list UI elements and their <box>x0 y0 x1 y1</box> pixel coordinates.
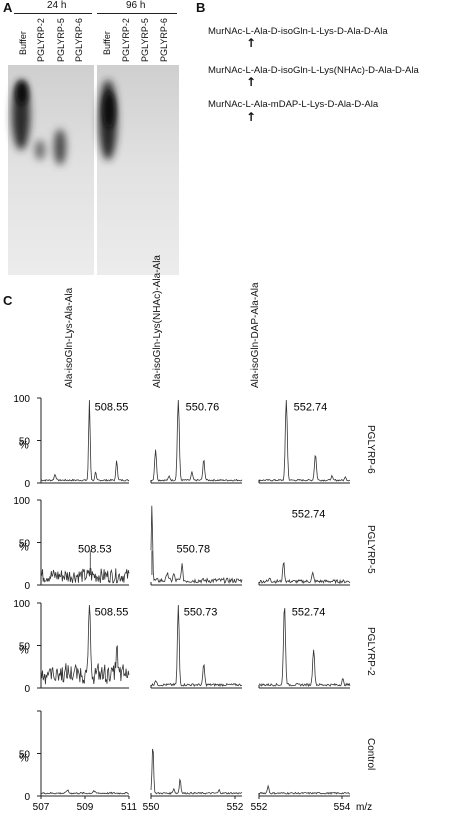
scheme-line: MurNAc-L-Ala-D-isoGln-L-Lys(NHAc)-D-Ala-… <box>208 65 419 76</box>
y-unit-label: % <box>19 440 29 452</box>
panel-label-c: C <box>3 293 13 308</box>
y-tick-label: 0 <box>24 792 30 803</box>
gel-smear <box>103 92 115 128</box>
spectrum-trace <box>258 399 351 482</box>
peak-label: 508.55 <box>95 402 129 414</box>
spectrum-trace <box>258 561 351 585</box>
gel-smear <box>16 81 28 105</box>
y-tick-label: 0 <box>24 581 30 592</box>
spectrum-trace <box>40 789 130 795</box>
x-tick-label: 552 <box>227 802 244 813</box>
x-tick-label: 550 <box>143 802 160 813</box>
panel-label-a: A <box>3 0 13 15</box>
spectrum-trace <box>150 505 243 584</box>
cleavage-arrow-icon: ↑ <box>246 36 257 50</box>
spectrum-trace <box>258 784 351 795</box>
x-tick-label: 507 <box>33 802 50 813</box>
y-tick-label: 50 <box>19 642 31 653</box>
x-tick-label: 511 <box>121 802 137 813</box>
y-tick-label: 50 <box>19 539 31 550</box>
panel-label-b: B <box>196 0 206 15</box>
x-tick-label: 554 <box>334 802 351 813</box>
cleavage-arrow-icon: ↑ <box>246 75 257 89</box>
x-tick-label: 509 <box>77 802 94 813</box>
scheme-line: MurNAc-L-Ala-mDAP-L-Lys-D-Ala-D-Ala <box>208 99 379 110</box>
y-tick-label: 0 <box>24 684 30 695</box>
gel-header-rule-96h <box>97 13 177 14</box>
spectrum-trace <box>150 399 243 482</box>
spectrum-trace <box>40 604 130 685</box>
y-unit-label: % <box>19 542 29 554</box>
y-tick-label: 50 <box>19 750 31 761</box>
y-tick-label: 50 <box>19 437 31 448</box>
gel-header-96h: 96 h <box>126 0 146 11</box>
y-unit-label: % <box>19 645 29 657</box>
peak-label: 552.74 <box>294 402 328 414</box>
y-tick-label: 0 <box>24 479 30 490</box>
gel-header-24h: 24 h <box>47 0 67 11</box>
spectrum-trace <box>258 608 351 688</box>
cleavage-arrow-icon: ↑ <box>246 110 257 124</box>
peak-label: 508.55 <box>95 607 129 619</box>
gel-image <box>8 65 179 275</box>
peak-label: 550.76 <box>186 402 220 414</box>
spectrum-trace <box>150 748 243 795</box>
y-tick-label: 100 <box>13 496 30 507</box>
peak-label: 552.74 <box>292 607 326 619</box>
peak-label: 552.74 <box>292 509 326 521</box>
gel-smear <box>54 129 66 165</box>
peak-label: 550.78 <box>176 544 210 556</box>
peak-label: 508.53 <box>78 544 112 556</box>
x-tick-label: 552 <box>251 802 268 813</box>
spectrum-trace <box>40 399 130 482</box>
gel-header-rule-24h <box>14 13 92 14</box>
x-unit-label: m/z <box>356 802 372 813</box>
scheme-line: MurNAc-L-Ala-D-isoGln-L-Lys-D-Ala-D-Ala <box>208 26 388 37</box>
y-unit-label: % <box>19 753 29 765</box>
y-tick-label: 100 <box>13 394 30 405</box>
y-tick-label: 100 <box>13 599 30 610</box>
gel-smear <box>35 140 45 160</box>
peak-label: 550.73 <box>184 607 218 619</box>
spectrum-trace <box>40 567 130 584</box>
spectrum-trace <box>150 604 243 688</box>
